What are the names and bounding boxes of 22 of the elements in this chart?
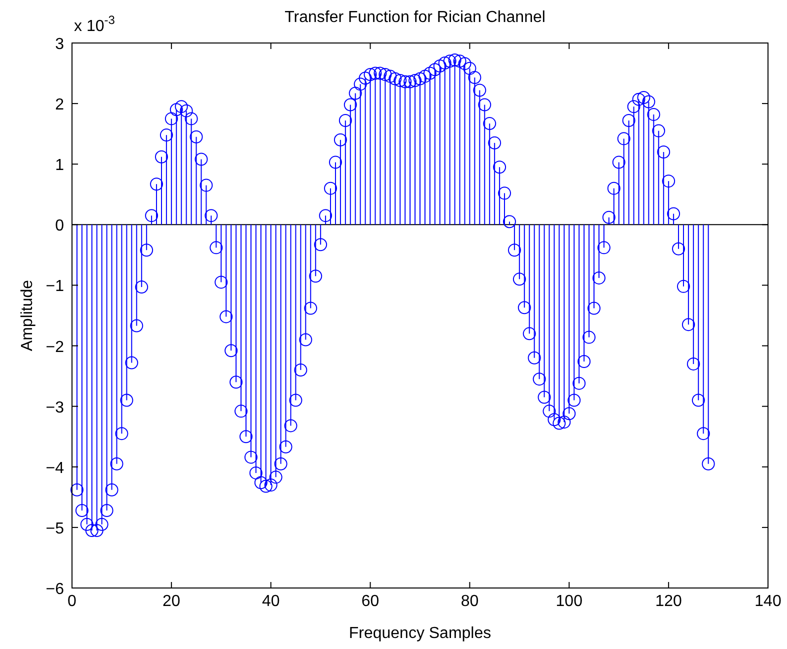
- x-tick-label: 120: [655, 593, 682, 610]
- y-tick-label: −1: [46, 278, 64, 296]
- x-tick-label: 100: [556, 593, 583, 610]
- chart-title: Transfer Function for Rician Channel: [284, 9, 546, 26]
- y-tick-label: −3: [46, 399, 64, 416]
- y-tick-label: −2: [46, 338, 64, 356]
- x-tick-label: 20: [162, 593, 180, 610]
- x-tick-label: 40: [262, 593, 280, 610]
- y-tick-label: 0: [55, 218, 64, 235]
- y-axis-title: Amplitude: [19, 280, 36, 352]
- text: x 10$^{-3}$: [74, 13, 116, 35]
- x-tick-label: 60: [361, 593, 380, 610]
- y-tick-label: 2: [55, 96, 64, 114]
- y-tick-label: −6: [46, 581, 64, 598]
- x-tick-label: 80: [460, 593, 479, 610]
- y-tick-label: −4: [46, 460, 64, 477]
- y-tick-label: 1: [55, 157, 64, 174]
- y-tick-label: 3: [55, 36, 64, 53]
- x-axis-title: Frequency Samples: [348, 625, 492, 642]
- y-tick-label: −5: [46, 520, 64, 538]
- x-tick-label: 0: [68, 593, 77, 610]
- x-tick-label: 140: [754, 593, 782, 610]
